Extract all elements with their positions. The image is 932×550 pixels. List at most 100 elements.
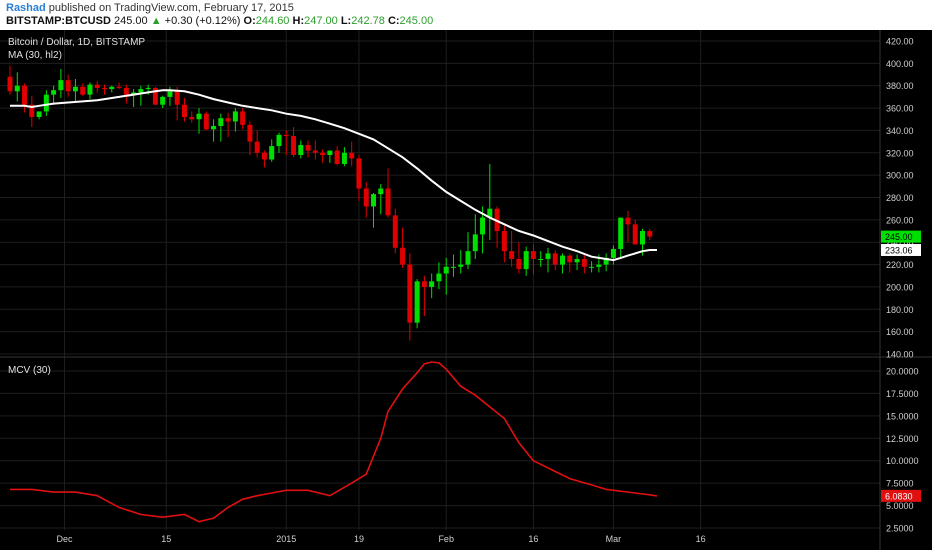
candle-body	[181, 104, 187, 118]
chart-canvas[interactable]: 420.00 400.00 380.00 360.00 340.00 320.00 300.…	[0, 30, 932, 550]
candle-body	[574, 258, 580, 263]
mcv-value-label: 6.0830	[885, 491, 913, 501]
candle-body	[639, 231, 645, 245]
candle-body	[341, 152, 347, 164]
last-price-label: 245.00	[885, 232, 913, 242]
symbol-label[interactable]: BITSTAMP:BTCUSD	[6, 15, 111, 27]
candle-body	[625, 217, 631, 225]
low-value: 242.78	[351, 15, 385, 27]
candle-body	[465, 251, 471, 265]
candle-body	[145, 87, 151, 90]
high-label: H:	[292, 15, 305, 27]
candle-body	[232, 111, 238, 122]
mcv-tick-label: 7.5000	[886, 479, 914, 489]
candle-body	[480, 217, 486, 235]
candle-body	[516, 258, 522, 270]
current-price: 245.00	[113, 15, 148, 27]
candle-body	[400, 247, 406, 265]
candle-body	[501, 231, 507, 252]
candle-body	[429, 281, 435, 287]
time-tick-label: 2015	[276, 534, 296, 544]
candle-body	[538, 258, 544, 260]
candle-body	[596, 264, 602, 267]
candle-body	[14, 85, 20, 92]
candle-body	[283, 134, 289, 137]
candle-body	[51, 90, 57, 95]
candle-body	[371, 194, 376, 207]
candle-body	[632, 224, 638, 245]
close-value: 245.00	[399, 15, 434, 27]
symbol-line: BITSTAMP:BTCUSD 245.00 ▲ +0.30 (+0.12%) …	[6, 15, 433, 27]
price-tick-label: 220.00	[886, 260, 914, 270]
price-tick-label: 200.00	[886, 282, 914, 292]
candle-body	[152, 87, 158, 105]
time-tick-label: Mar	[606, 534, 622, 544]
candle-body	[589, 266, 595, 268]
candle-body	[22, 85, 28, 105]
candle-body	[65, 80, 71, 92]
candle-body	[261, 152, 267, 160]
high-value: 247.00	[304, 15, 338, 27]
candle-body	[276, 134, 282, 147]
price-tick-label: 420.00	[886, 37, 914, 47]
time-tick-label: Dec	[57, 534, 74, 544]
time-tick-label: Feb	[438, 534, 454, 544]
mcv-tick-label: 2.5000	[886, 524, 914, 534]
candle-body	[72, 86, 78, 92]
candle-body	[618, 217, 624, 249]
mcv-tick-label: 10.0000	[886, 456, 919, 466]
triangle-up-icon: ▲	[150, 15, 162, 27]
price-tick-label: 400.00	[886, 59, 914, 69]
candle-body	[109, 86, 115, 90]
price-tick-label: 380.00	[886, 81, 914, 91]
candle-body	[269, 146, 275, 160]
ma-line	[10, 89, 657, 262]
candle-body	[131, 92, 137, 95]
price-tick-label: 340.00	[886, 126, 914, 136]
price-axis[interactable]: 420.00 400.00 380.00 360.00 340.00 320.00 300.…	[886, 37, 914, 360]
candle-body	[334, 150, 340, 164]
candle-body	[349, 152, 355, 159]
price-tick-label: 240.00	[886, 238, 914, 248]
candle-body	[610, 248, 616, 258]
candle-body	[247, 124, 253, 142]
candle-body	[392, 215, 398, 248]
candle-body	[530, 251, 536, 259]
time-tick-label: 16	[528, 534, 538, 544]
ma-legend: MA (30, hl2)	[8, 50, 62, 61]
candle-body	[167, 91, 173, 97]
candle-body	[443, 266, 449, 274]
chart-background	[0, 30, 932, 550]
mcv-pane-title: MCV (30)	[8, 365, 51, 376]
candle-body	[545, 253, 551, 259]
published-text: published on TradingView.com, February 1…	[45, 2, 294, 14]
price-tick-label: 260.00	[886, 215, 914, 225]
close-label: C:	[387, 15, 400, 27]
open-label: O:	[243, 15, 256, 27]
mcv-value-label-bg	[881, 489, 921, 502]
mcv-tick-label: 5.0000	[886, 501, 914, 511]
candle-body	[603, 257, 609, 265]
candle-body	[305, 144, 311, 151]
candle-body	[298, 144, 304, 156]
candle-body	[240, 111, 246, 125]
candle-body	[581, 258, 587, 267]
candle-body	[509, 251, 515, 259]
candle-body	[320, 152, 326, 156]
ma-value-label: 233.06	[885, 245, 913, 255]
candle-body	[218, 118, 224, 126]
mcv-tick-label: 20.0000	[886, 366, 919, 376]
time-axis[interactable]: 19Dec15201519Feb16Mar16	[0, 534, 706, 544]
candle-body	[363, 188, 369, 207]
time-tick-label: 15	[161, 534, 171, 544]
time-tick-label: 19	[354, 534, 364, 544]
candle-body	[472, 234, 478, 252]
mcv-tick-label: 17.5000	[886, 389, 919, 399]
candle-body	[450, 266, 456, 268]
candle-body	[43, 94, 49, 112]
mcv-axis[interactable]: 20.0000 17.5000 15.0000 12.5000 10.0000 7.500…	[886, 366, 919, 533]
author-link[interactable]: Rashad	[6, 2, 46, 14]
candle-body	[174, 91, 180, 105]
candle-body	[414, 281, 420, 323]
grid-lines	[0, 30, 880, 530]
